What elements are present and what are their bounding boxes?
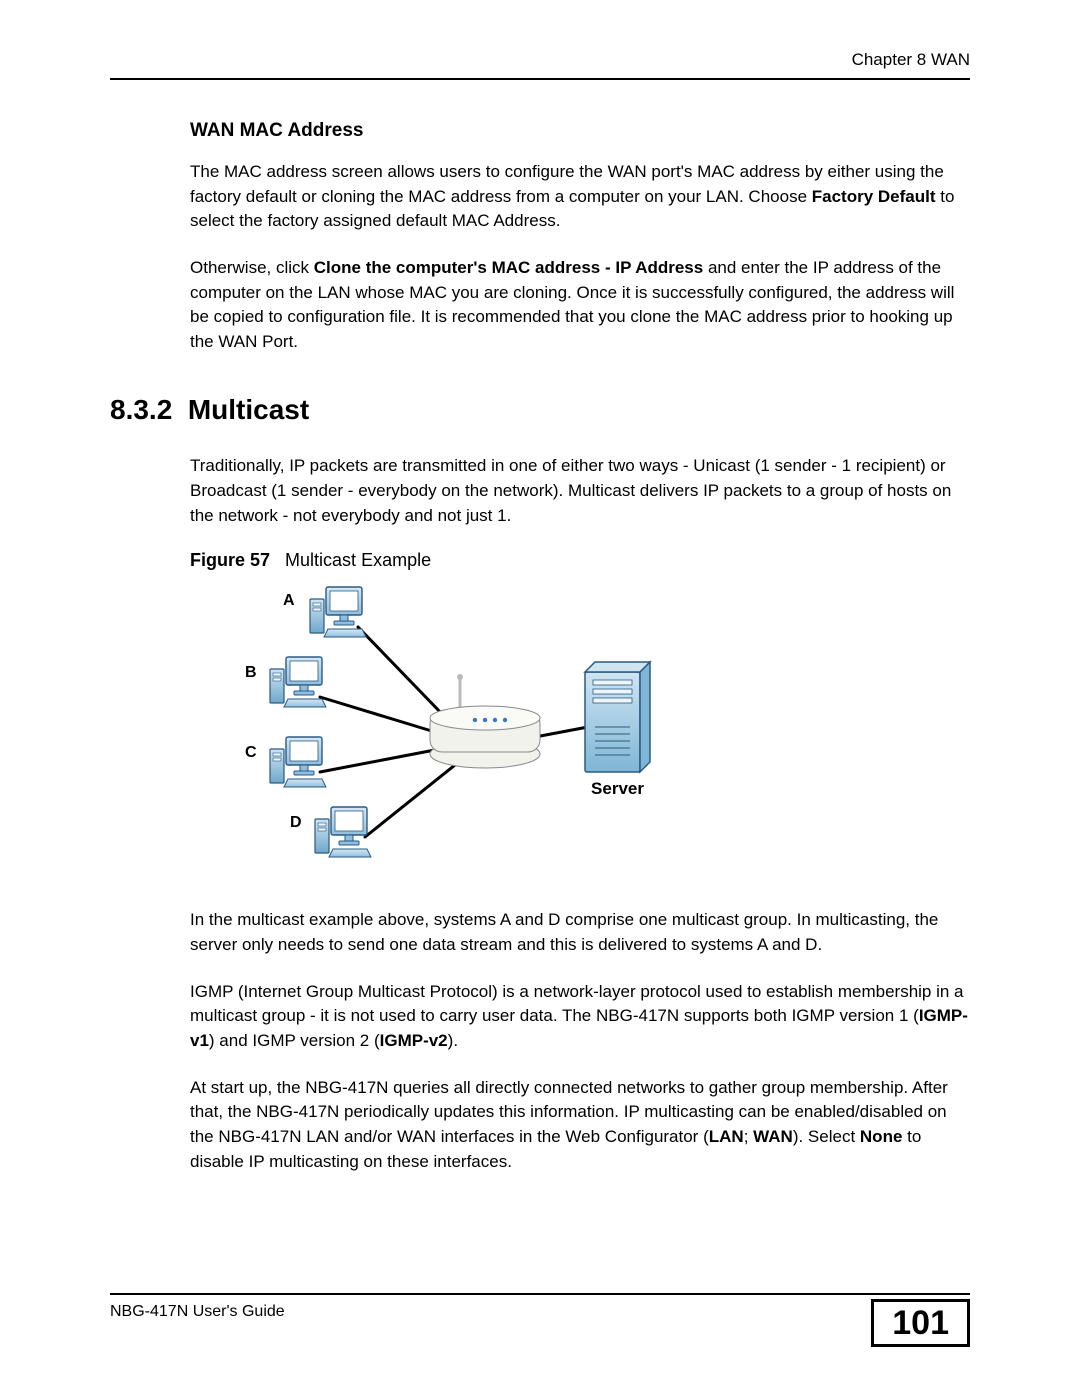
svg-text:D: D: [290, 814, 302, 831]
section-number: 8.3.2: [110, 394, 172, 425]
chapter-header: Chapter 8 WAN: [110, 50, 970, 80]
figure-caption: Figure 57 Multicast Example: [190, 550, 970, 571]
svg-text:B: B: [245, 664, 257, 681]
svg-text:Server: Server: [591, 779, 644, 798]
text: Otherwise, click: [190, 258, 314, 277]
text: ;: [744, 1127, 753, 1146]
section-heading-multicast: 8.3.2 Multicast: [110, 394, 970, 426]
svg-text:C: C: [245, 744, 257, 761]
text: ). Select: [793, 1127, 860, 1146]
wan-mac-paragraph-2: Otherwise, click Clone the computer's MA…: [190, 256, 970, 355]
multicast-diagram: Server A B C D: [240, 577, 970, 882]
figure-label: Figure 57: [190, 550, 270, 570]
bold-text: Clone the computer's MAC address - IP Ad…: [314, 258, 703, 277]
bold-text: IGMP-v2: [380, 1031, 448, 1050]
figure-title: Multicast Example: [285, 550, 431, 570]
wan-mac-heading: WAN MAC Address: [190, 120, 970, 142]
footer-guide-name: NBG-417N User's Guide: [110, 1303, 285, 1321]
multicast-paragraph-1: Traditionally, IP packets are transmitte…: [190, 454, 970, 528]
wan-mac-paragraph-1: The MAC address screen allows users to c…: [190, 160, 970, 234]
multicast-paragraph-3: IGMP (Internet Group Multicast Protocol)…: [190, 980, 970, 1054]
text: IGMP (Internet Group Multicast Protocol)…: [190, 982, 964, 1026]
bold-text: LAN: [709, 1127, 744, 1146]
text: ).: [448, 1031, 458, 1050]
multicast-paragraph-4: At start up, the NBG-417N queries all di…: [190, 1076, 970, 1175]
multicast-paragraph-2: In the multicast example above, systems …: [190, 908, 970, 957]
text: ) and IGMP version 2 (: [209, 1031, 380, 1050]
bold-text: None: [860, 1127, 903, 1146]
section-title: Multicast: [188, 394, 309, 425]
page-number: 101: [871, 1299, 970, 1347]
bold-text: Factory Default: [812, 187, 936, 206]
svg-text:A: A: [283, 592, 295, 609]
page-footer: NBG-417N User's Guide 101: [110, 1293, 970, 1347]
bold-text: WAN: [753, 1127, 793, 1146]
